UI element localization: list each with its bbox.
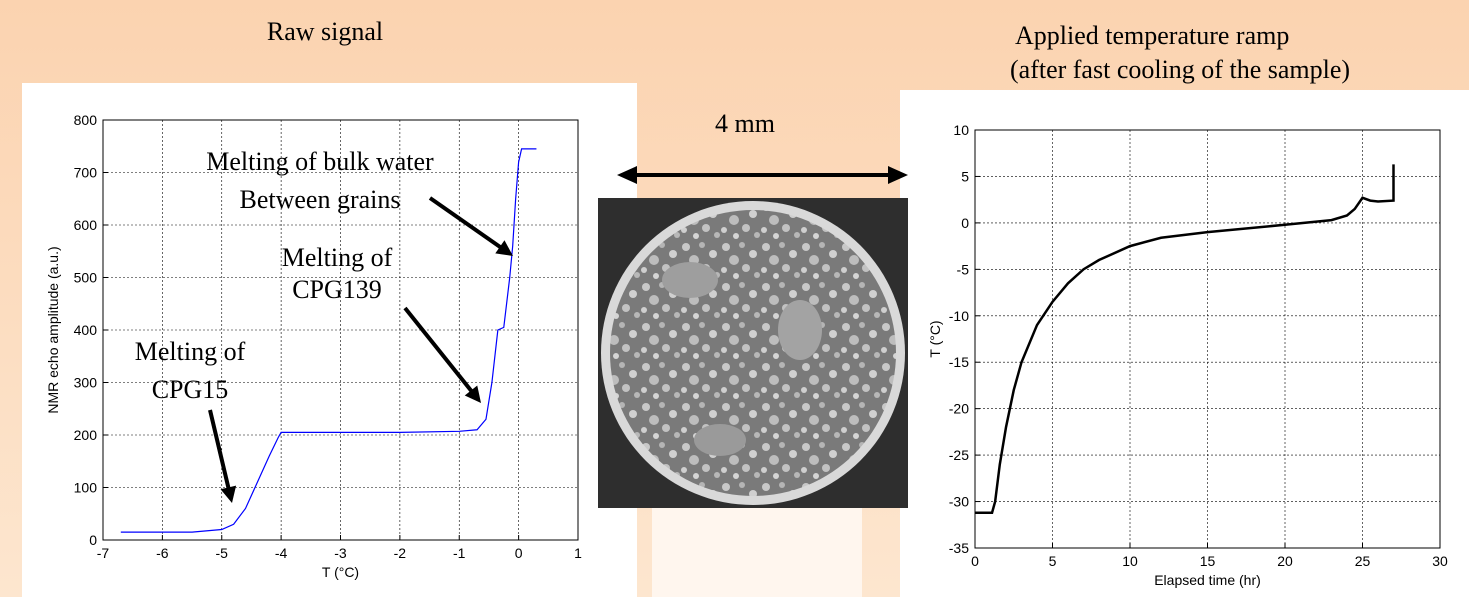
y-axis-label: T (°C) (927, 320, 943, 357)
x-tick-label: -1 (453, 545, 466, 561)
x-tick-label: 25 (1355, 553, 1371, 569)
y-tick-label: 200 (74, 427, 98, 443)
x-tick-label: -2 (394, 545, 407, 561)
x-tick-label: 0 (515, 545, 523, 561)
y-tick-label: 700 (74, 165, 98, 181)
x-tick-label: 15 (1200, 553, 1216, 569)
image-shadow (652, 508, 862, 597)
x-axis-label: T (°C) (322, 564, 359, 580)
x-tick-label: 1 (574, 545, 582, 561)
grain (778, 300, 822, 360)
y-tick-label: 100 (74, 480, 98, 496)
y-tick-label: 10 (953, 122, 969, 138)
y-tick-label: 300 (74, 375, 98, 391)
annotation: Melting of (282, 243, 393, 272)
y-tick-label: 500 (74, 270, 98, 286)
y-tick-label: -25 (949, 447, 969, 463)
x-axis-label: Elapsed time (hr) (1154, 572, 1261, 588)
y-tick-label: 600 (74, 217, 98, 233)
grain (662, 262, 718, 298)
y-tick-label: 800 (74, 112, 98, 128)
x-tick-label: 5 (1049, 553, 1057, 569)
x-tick-label: -5 (216, 545, 229, 561)
x-tick-label: 10 (1122, 553, 1138, 569)
slide: Raw signal Applied temperature ramp (aft… (0, 0, 1469, 597)
y-tick-label: 400 (74, 322, 98, 338)
sample-grains (610, 210, 896, 496)
panel-title: Applied temperature ramp (1015, 21, 1289, 50)
y-tick-label: -35 (949, 540, 969, 556)
grain (694, 424, 746, 456)
y-tick-label: -20 (949, 401, 969, 417)
x-tick-label: 20 (1277, 553, 1293, 569)
panel-subtitle: (after fast cooling of the sample) (1010, 55, 1350, 84)
y-axis-label: NMR echo amplitude (a.u.) (45, 246, 61, 413)
x-tick-label: 30 (1432, 553, 1448, 569)
annotation: CPG139 (292, 275, 382, 304)
annotation: CPG15 (152, 375, 229, 404)
y-tick-label: -15 (949, 354, 969, 370)
chart-panel (900, 90, 1469, 597)
y-tick-label: -10 (949, 308, 969, 324)
x-tick-label: -6 (156, 545, 169, 561)
scale-label: 4 mm (715, 109, 775, 138)
x-tick-label: 0 (971, 553, 979, 569)
annotation: Between grains (239, 185, 400, 214)
x-tick-label: -7 (97, 545, 110, 561)
y-tick-label: 5 (961, 168, 969, 184)
x-tick-label: -4 (275, 545, 288, 561)
y-tick-label: -30 (949, 494, 969, 510)
y-tick-label: 0 (961, 215, 969, 231)
annotation: Melting of (135, 337, 246, 366)
x-tick-label: -3 (334, 545, 347, 561)
annotation: Melting of bulk water (206, 147, 434, 176)
panel-title: Raw signal (267, 17, 383, 46)
y-tick-label: -5 (957, 261, 970, 277)
